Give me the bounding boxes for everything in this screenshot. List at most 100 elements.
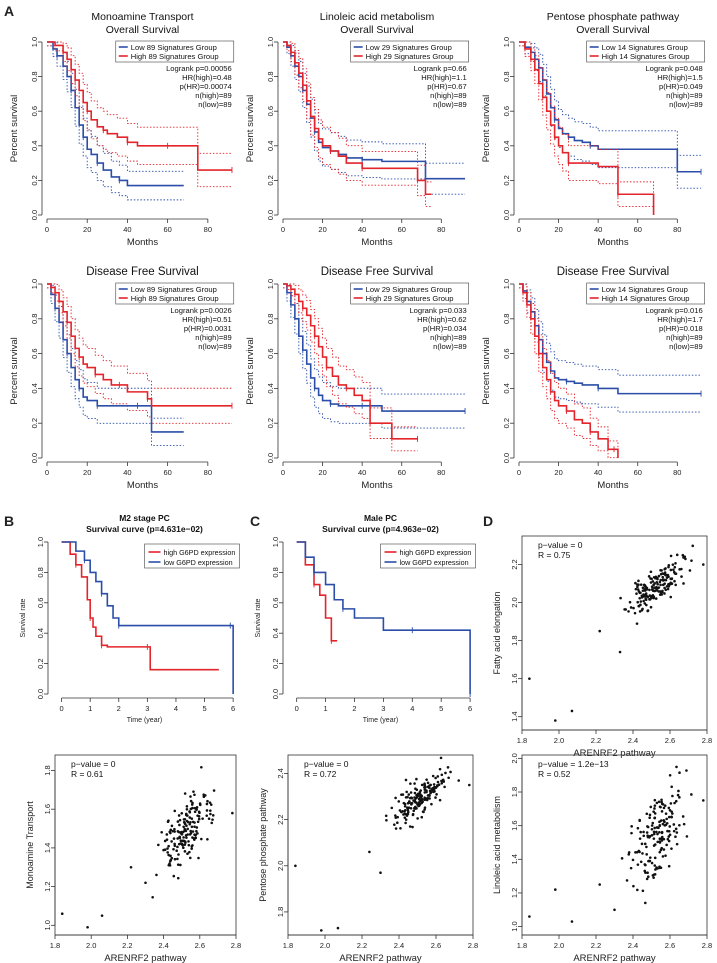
scatter-point	[195, 829, 198, 833]
x-tick-label: 0	[59, 704, 63, 713]
scatter-point	[675, 831, 679, 834]
scatter-point	[649, 605, 653, 609]
scatter-point	[624, 608, 627, 611]
y-tick-label: 0.8	[266, 314, 275, 324]
scatter-point	[659, 848, 663, 852]
x-tick-label: 0	[45, 225, 49, 234]
scatter-point	[663, 567, 666, 571]
scatter-point	[385, 818, 388, 822]
scatter-point	[678, 823, 681, 827]
scatter-point	[674, 835, 677, 838]
scatter-point	[172, 874, 176, 878]
y-tick-label: 0.0	[266, 453, 275, 463]
scatter-point	[658, 840, 662, 843]
scatter-point	[178, 818, 182, 822]
scatter-point	[657, 800, 661, 804]
scatter-point	[637, 579, 640, 583]
x-tick-label: 60	[398, 468, 406, 477]
scatter-point	[410, 803, 413, 806]
panel-label-d: D	[483, 513, 493, 529]
stat-annotation: R = 0.52	[538, 769, 571, 779]
scatter-point	[642, 599, 645, 603]
scatter-point	[200, 765, 203, 769]
scatter-point	[416, 794, 420, 798]
scatter-point	[160, 830, 163, 834]
scatter-point	[677, 789, 680, 793]
scatter-point	[631, 858, 635, 862]
scatter-point	[406, 801, 410, 805]
scatter-point	[655, 801, 659, 805]
x-tick-label: 2.4	[628, 941, 638, 950]
y-axis-label: Monoamine Transport	[25, 801, 35, 889]
scatter-point	[432, 783, 436, 786]
scatter-point	[403, 816, 407, 819]
scatter-point	[418, 803, 421, 807]
y-axis-label: Percent survival	[245, 95, 256, 163]
y-tick-label: 0.4	[502, 141, 511, 151]
y-axis-label: Pentose phosphate pathway	[258, 788, 268, 902]
scatter-point	[639, 860, 643, 864]
scatter-point	[163, 839, 167, 843]
ci-band-high	[519, 41, 655, 212]
scatter-point	[166, 820, 170, 824]
scatter-point	[423, 786, 426, 789]
scatter-point	[643, 588, 647, 591]
scatter-point	[658, 580, 662, 584]
x-tick-label: 40	[123, 468, 131, 477]
scatter-point	[644, 871, 647, 874]
scatter-point	[642, 834, 646, 838]
scatter-point	[431, 774, 435, 778]
legend-entry: High 14 Signatures Group	[602, 294, 690, 303]
scatter-point	[438, 767, 442, 771]
y-tick-label: 0.8	[30, 71, 39, 81]
scatter-point	[630, 825, 633, 828]
scatter-point	[209, 809, 212, 812]
x-tick-label: 2.8	[702, 941, 712, 950]
scatter-point	[182, 820, 186, 824]
scatter-point	[654, 587, 658, 590]
scatter-point	[210, 821, 214, 825]
scatter-point	[181, 846, 185, 849]
scatter-point	[417, 797, 421, 801]
scatter-point	[667, 864, 671, 868]
scatter-point	[423, 808, 426, 811]
scatter-point	[436, 775, 440, 778]
y-tick-label: 0.6	[502, 348, 511, 358]
stat-annotation: p−value = 1.2e−13	[538, 759, 609, 769]
y-tick-label: 2.2	[276, 814, 285, 824]
scatter-point	[196, 820, 200, 824]
scatter-point	[193, 821, 196, 824]
legend-entry: Low 89 Signatures Group	[131, 43, 217, 52]
scatter-point	[667, 585, 671, 588]
scatter-point	[190, 845, 194, 848]
y-tick-label: 1.4	[43, 843, 52, 853]
scatter-point	[690, 559, 693, 562]
scatter-point	[436, 780, 440, 784]
y-tick-label: 0.0	[36, 689, 45, 699]
scatter-point	[129, 865, 133, 869]
y-tick-label: 1.0	[30, 279, 39, 289]
scatter-point	[660, 810, 664, 813]
scatter-point	[528, 915, 531, 918]
scatter-point	[640, 842, 644, 846]
y-tick-label: 2.0	[510, 753, 519, 763]
scatter-point	[636, 600, 640, 604]
scatter-point	[673, 801, 676, 805]
y-tick-label: 0.4	[271, 628, 280, 638]
survival-line-high	[283, 283, 418, 440]
scatter-point	[660, 798, 663, 802]
y-tick-label: 0.2	[502, 175, 511, 185]
stat-annotation: HR(high)=0.48	[182, 73, 232, 82]
y-tick-label: 1.8	[43, 765, 52, 775]
scatter-point	[661, 803, 665, 806]
legend-entry: low G6PD expression	[400, 558, 469, 567]
scatter-point	[188, 856, 192, 860]
stat-annotation: p(HR)=0.034	[423, 324, 467, 333]
x-tick-label: 40	[594, 468, 602, 477]
scatter-point	[412, 809, 416, 813]
scatter-point	[619, 596, 622, 600]
y-axis-label: Percent survival	[9, 95, 20, 163]
scatter-point	[186, 852, 189, 856]
scatter-point	[396, 821, 399, 824]
scatter-point	[650, 585, 654, 589]
